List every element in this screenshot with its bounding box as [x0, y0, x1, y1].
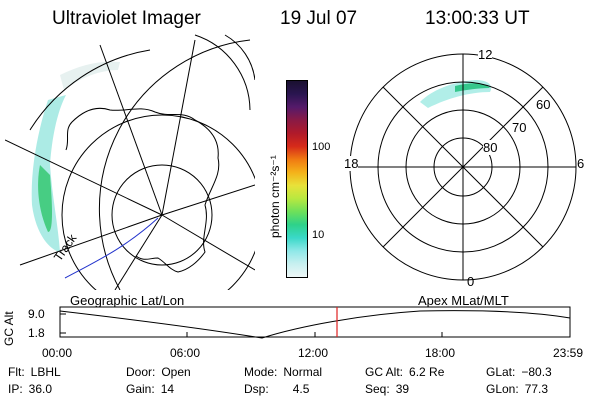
altitude-axis-label: GC Alt: [2, 311, 16, 346]
date-label: 19 Jul 07: [280, 8, 358, 29]
info-gc-alt: GC Alt: 6.2 Re: [365, 365, 445, 379]
colorbar-tick-100: 100: [312, 141, 331, 153]
colorbar: [286, 80, 308, 278]
meridian: [161, 39, 196, 216]
geographic-caption: Geographic Lat/Lon: [70, 293, 185, 308]
info-mode: Mode: Normal: [244, 365, 323, 379]
mlat-label-80: 80: [483, 140, 498, 155]
x-tick-label: 23:59: [553, 346, 584, 360]
info-door: Door: Open: [126, 365, 191, 379]
x-tick-label: 18:00: [425, 346, 456, 360]
map-latitude-circle-inner: [111, 164, 213, 266]
y-tick-1-8: 1.8: [28, 326, 45, 340]
geographic-map-content: [5, 34, 255, 290]
info-ip: IP: 36.0: [8, 382, 53, 396]
mlat-label-70: 70: [512, 120, 527, 135]
mlt-label-6: 6: [577, 156, 585, 171]
polar-axis-diag: [382, 86, 544, 248]
polar-aurora-core: [455, 83, 490, 92]
meridian: [99, 44, 163, 216]
map-latitude-circle: [98, 39, 251, 290]
info-seq: Seq: 39: [365, 382, 410, 396]
info-glat: GLat: −80.3: [486, 365, 552, 379]
info-dsp: Dsp: 4.5: [244, 382, 310, 396]
meridian: [19, 214, 163, 266]
x-tick-label: 00:00: [42, 346, 73, 360]
time-label: 13:00:33 UT: [425, 8, 530, 29]
satellite-track: [64, 217, 159, 279]
instrument-title: Ultraviolet Imager: [52, 8, 201, 29]
antarctic-coastline: [65, 107, 220, 273]
altitude-curve: [59, 310, 571, 339]
mlt-label-0: 0: [467, 274, 475, 289]
aurora-emission: [31, 95, 67, 252]
apex-caption: Apex MLat/MLT: [418, 293, 509, 308]
colorbar-tick-10: 10: [312, 229, 325, 241]
mlt-label-12: 12: [478, 47, 493, 62]
map-outer-arc: [194, 34, 251, 111]
info-glon: GLon: 77.3: [486, 382, 549, 396]
meridian: [161, 184, 255, 216]
map-outer-arc: [224, 34, 255, 81]
aurora-emission-core: [38, 165, 52, 232]
meridian: [114, 214, 163, 290]
info-gain: Gain: 14: [126, 382, 175, 396]
colorbar-gradient: [287, 81, 307, 277]
info-flt: Flt: LBHL: [8, 365, 61, 379]
map-latitude-circle-mid: [61, 114, 255, 290]
x-tick-label: 06:00: [170, 346, 201, 360]
mlt-label-18: 18: [344, 156, 359, 171]
aurora-emission-edge: [60, 61, 120, 90]
meridian: [5, 139, 163, 216]
y-tick-9: 9.0: [28, 307, 45, 321]
meridian: [161, 214, 255, 271]
mlat-label-60: 60: [536, 97, 551, 112]
map-outer-arc: [29, 49, 151, 131]
x-tick-label: 12:00: [298, 346, 329, 360]
